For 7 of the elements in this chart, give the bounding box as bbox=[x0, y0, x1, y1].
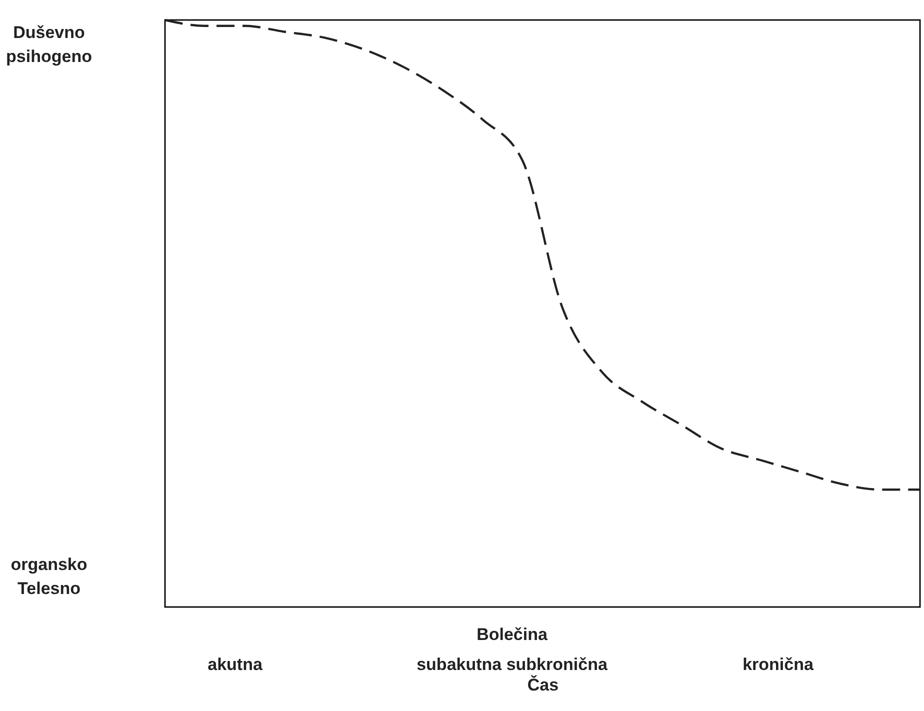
text: Duševno psihogeno bbox=[6, 23, 92, 66]
x-axis-title: Čas bbox=[527, 674, 559, 694]
text: akutna bbox=[208, 655, 263, 674]
text: subakutna subkronična bbox=[416, 655, 608, 674]
text: Bolečina bbox=[476, 625, 548, 644]
text: organsko Telesno bbox=[10, 555, 88, 598]
text: kronična bbox=[742, 655, 814, 674]
